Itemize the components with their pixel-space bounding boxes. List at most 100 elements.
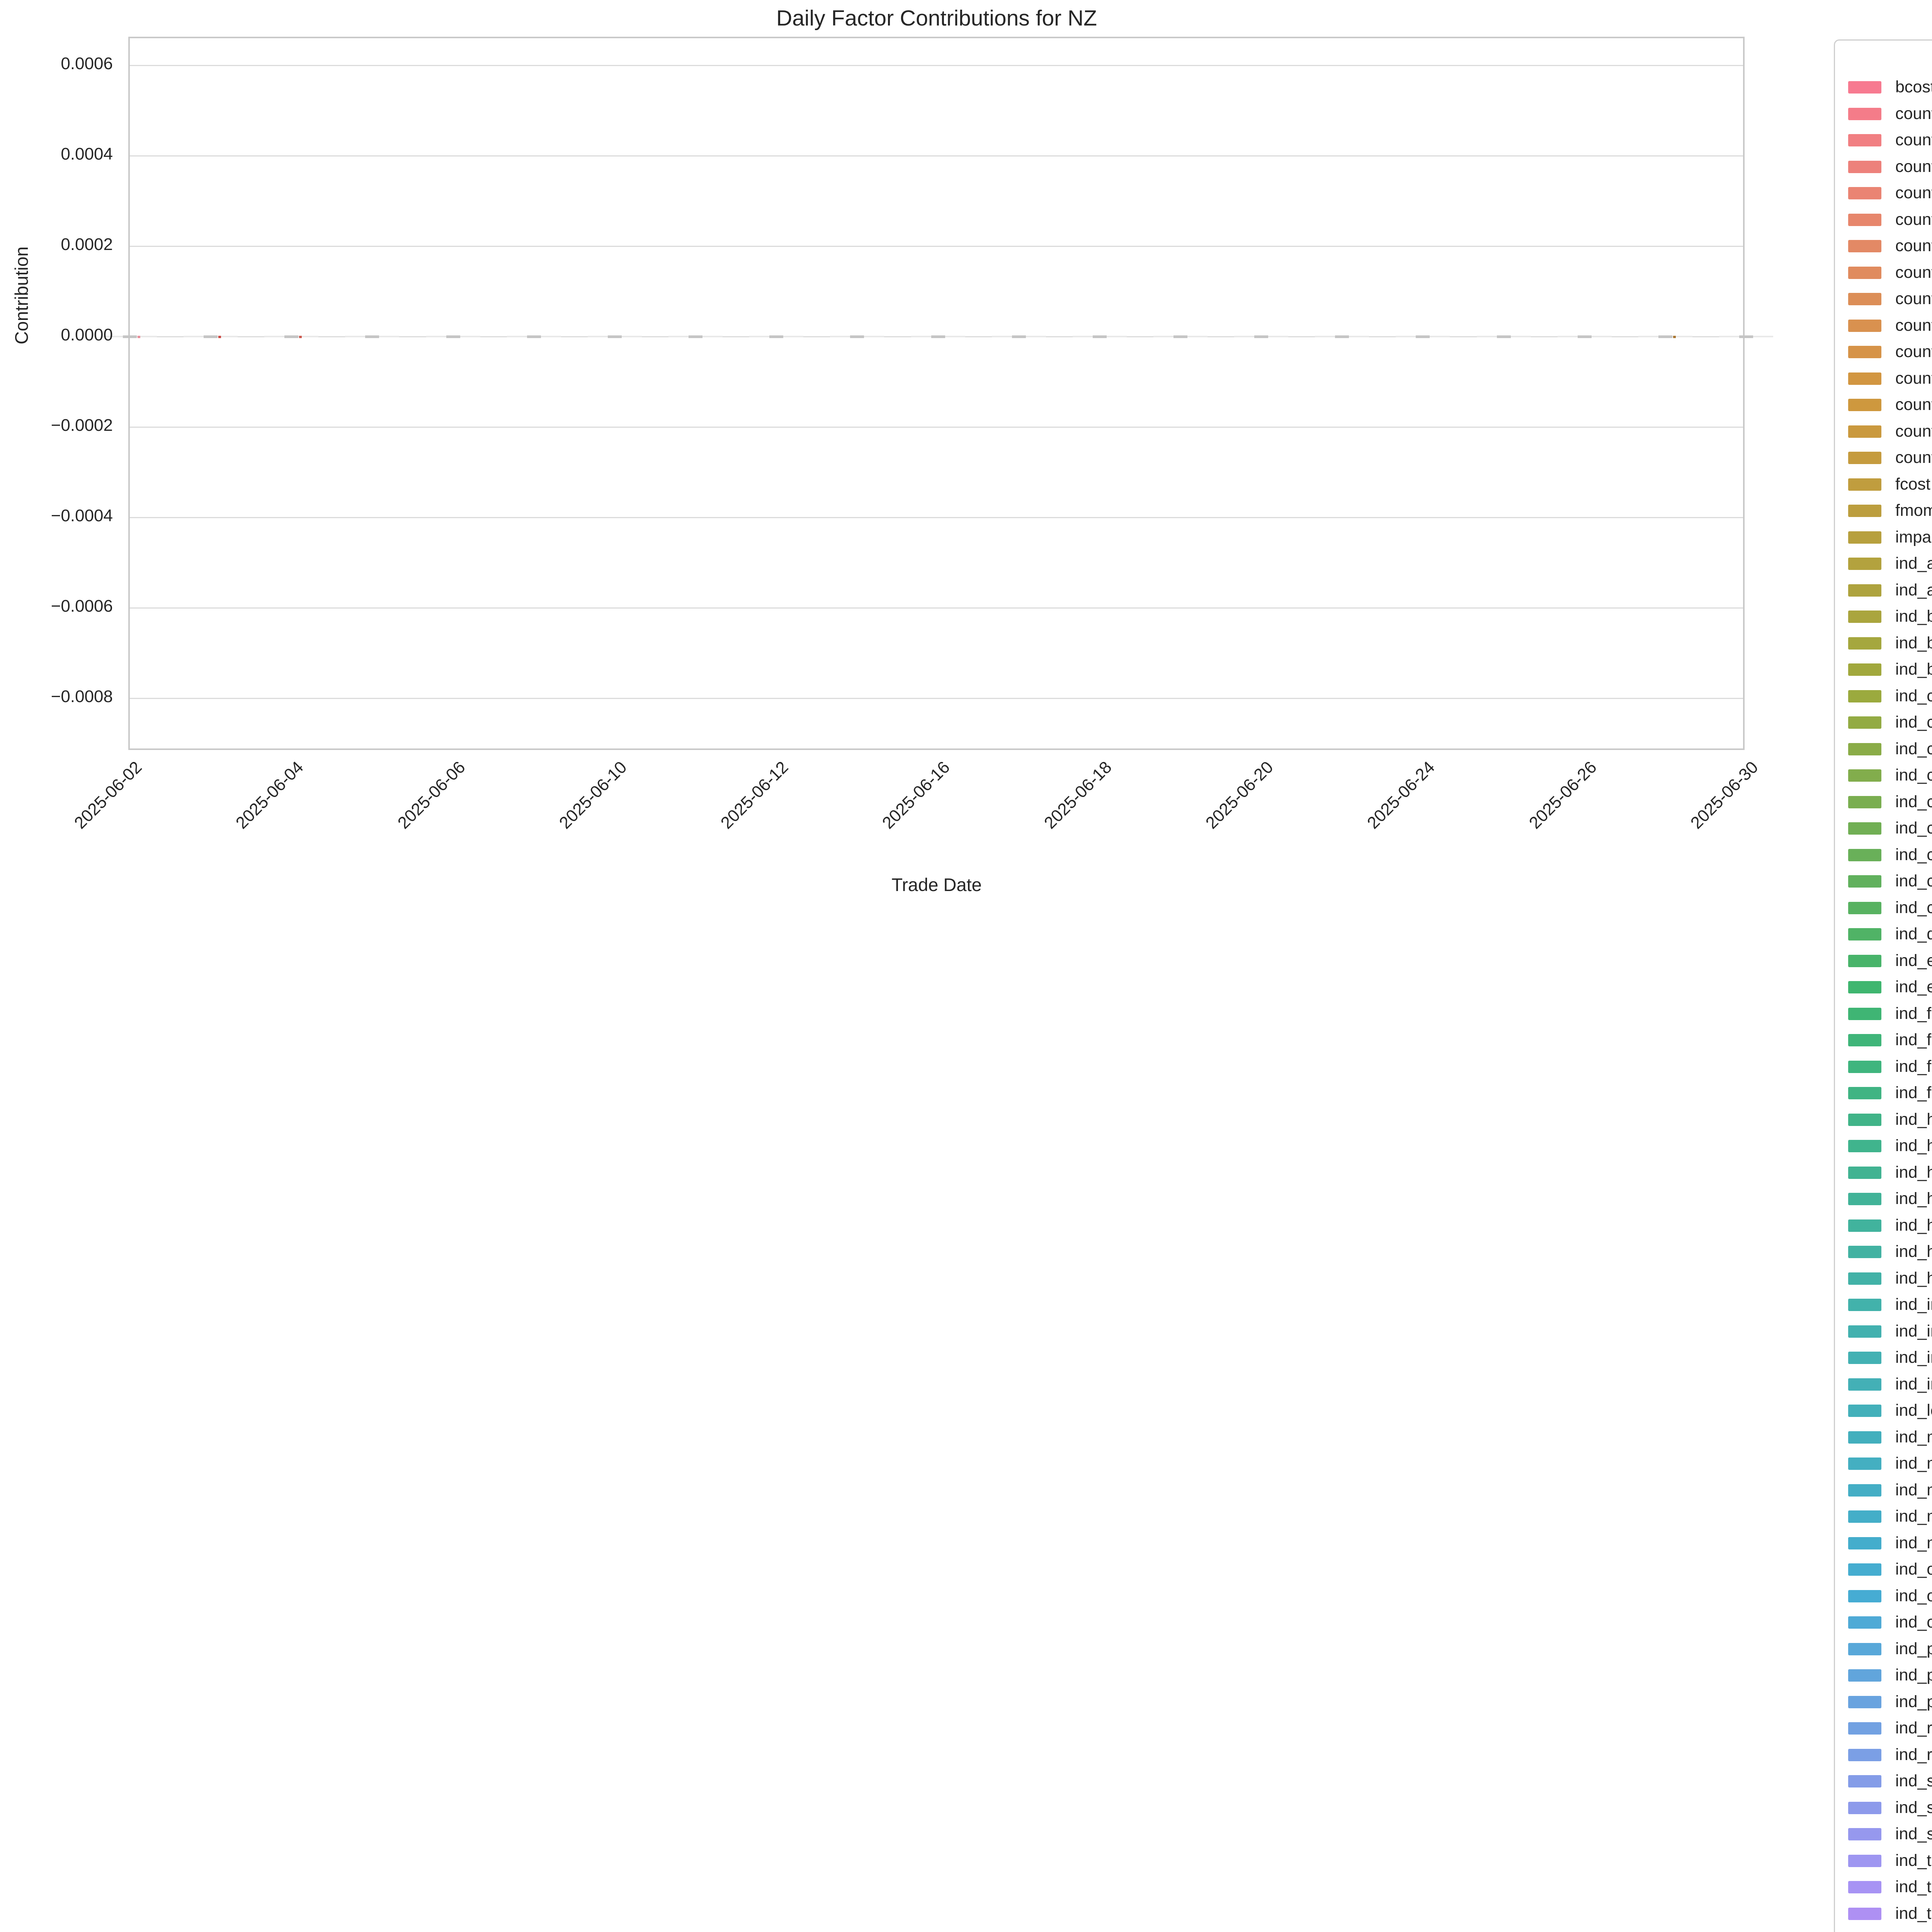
x-tick-label: 2025-06-04	[232, 757, 307, 833]
legend-swatch	[1848, 954, 1881, 967]
legend-item-label: ind_food_tobacco	[1895, 1057, 1932, 1076]
legend-item-label: ind_media_publishing	[1895, 1454, 1932, 1473]
x-tick-label: 2025-06-10	[555, 757, 631, 833]
legend-item-label: ind_banking_services	[1895, 607, 1932, 626]
legend-swatch	[1848, 928, 1881, 940]
legend-item-label: ind_semiconductors	[1895, 1772, 1932, 1790]
y-tick-label: −0.0008	[51, 687, 113, 706]
legend-item-label: ind_investment_services	[1895, 1374, 1932, 1393]
gridline	[130, 65, 1743, 66]
bar-near-zero	[284, 335, 299, 338]
legend-swatch	[1848, 716, 1881, 729]
legend-swatch	[1848, 981, 1881, 993]
legend-item-label: country_MY	[1895, 289, 1932, 308]
bar-near-zero	[446, 335, 460, 338]
gridline	[130, 427, 1743, 428]
legend-item-label: country_TW	[1895, 422, 1932, 440]
legend-swatch	[1848, 1669, 1881, 1682]
legend-item-label: country_PH	[1895, 342, 1932, 361]
legend-title: Factor	[1835, 55, 1932, 77]
legend-item-label: ind_transportation_infrastructure	[1895, 1904, 1932, 1923]
y-tick-label: 0.0000	[61, 325, 113, 344]
legend-swatch	[1848, 1405, 1881, 1417]
legend-swatch	[1848, 266, 1881, 279]
legend-item-label: ind_hotels_entertainment	[1895, 1216, 1932, 1235]
y-tick-label: 0.0004	[61, 145, 113, 163]
legend-item-label: ind_real_estate_operations	[1895, 1719, 1932, 1737]
legend-swatch	[1848, 399, 1881, 411]
gridline	[130, 246, 1743, 247]
legend-item-label: ind_natural_gas_utilities	[1895, 1533, 1932, 1552]
legend-swatch	[1848, 107, 1881, 120]
bar-near-zero	[365, 335, 379, 338]
legend-swatch	[1848, 769, 1881, 782]
legend-item-label: ind_household_goods	[1895, 1242, 1932, 1261]
legend-item-label: ind_integrated_hardware_software	[1895, 1348, 1932, 1367]
bar-color-sliver	[218, 336, 221, 338]
legend-swatch	[1848, 1219, 1881, 1232]
bar-near-zero	[1092, 335, 1107, 338]
legend-item-label: ind_passenger_transportation	[1895, 1666, 1932, 1684]
bar-near-zero	[204, 335, 218, 338]
legend-swatch	[1848, 1828, 1881, 1840]
legend-item-label: ind_renewable_energy	[1895, 1745, 1932, 1764]
gridline	[130, 155, 1743, 156]
legend-item-label: ind_containers_packaging	[1895, 898, 1932, 917]
legend-item-label: ind_chemicals	[1895, 686, 1932, 705]
legend-swatch	[1848, 1458, 1881, 1470]
legend-swatch	[1848, 849, 1881, 861]
legend-swatch	[1848, 1431, 1881, 1444]
y-tick-label: −0.0004	[51, 506, 113, 525]
x-tick-label: 2025-06-12	[717, 757, 792, 833]
legend-item-label: fcost	[1895, 474, 1930, 493]
bar-near-zero	[123, 335, 137, 338]
legend-item-label: ind_aerospace_defense	[1895, 554, 1932, 573]
legend-swatch	[1848, 1299, 1881, 1311]
legend-swatch	[1848, 611, 1881, 623]
legend-swatch	[1848, 1246, 1881, 1258]
legend-swatch	[1848, 1537, 1881, 1549]
legend-item-label: ind_healthcare_providers_services	[1895, 1136, 1932, 1155]
legend-item-label: ind_fintech	[1895, 1004, 1932, 1023]
legend-swatch	[1848, 505, 1881, 517]
legend-item-label: ind_leisure_products	[1895, 1401, 1932, 1420]
legend-item-label: ind_healthcare_equipment_supplies	[1895, 1110, 1932, 1129]
legend-item-label: country_CN	[1895, 131, 1932, 149]
legend-item-label: country_KR	[1895, 263, 1932, 282]
legend-swatch	[1848, 1352, 1881, 1364]
legend-item-label: bcost	[1895, 78, 1932, 96]
gridline	[130, 698, 1743, 699]
legend-swatch	[1848, 425, 1881, 438]
legend-item-label: impactCost	[1895, 527, 1932, 546]
legend-swatch	[1848, 822, 1881, 835]
legend-item-label: ind_industrial_distribution	[1895, 1295, 1932, 1314]
legend-item-label: ind_machinery	[1895, 1427, 1932, 1446]
legend-item-label: ind_telecommunications_serices	[1895, 1851, 1932, 1870]
legend-swatch	[1848, 1722, 1881, 1735]
legend-swatch	[1848, 160, 1881, 173]
legend-swatch	[1848, 1907, 1881, 1920]
legend-item-label: country_ID	[1895, 184, 1932, 202]
bar-near-zero	[607, 335, 622, 338]
legend-swatch	[1848, 1510, 1881, 1523]
legend-item-label: ind_oil_gas	[1895, 1586, 1932, 1605]
bar-near-zero	[1012, 335, 1026, 338]
bar-near-zero	[850, 335, 864, 338]
legend-swatch	[1848, 1325, 1881, 1338]
legend-item-label: ind_holding_companies	[1895, 1163, 1932, 1182]
plot-area	[103, 37, 1773, 750]
legend-swatch	[1848, 584, 1881, 597]
bar-near-zero	[527, 335, 541, 338]
legend-swatch	[1848, 346, 1881, 358]
bar-near-zero	[1416, 335, 1430, 338]
y-axis-label: Contribution	[11, 246, 32, 345]
bar-near-zero	[1254, 335, 1269, 338]
legend-swatch	[1848, 1748, 1881, 1761]
bar-near-zero	[931, 335, 945, 338]
legend-item-label: ind_homebuilding_building_products	[1895, 1189, 1932, 1208]
bar-near-zero	[1739, 335, 1753, 338]
legend-swatch	[1848, 372, 1881, 385]
bar-near-zero	[1658, 335, 1672, 338]
legend-swatch	[1848, 875, 1881, 888]
bar-color-sliver	[1673, 336, 1676, 338]
